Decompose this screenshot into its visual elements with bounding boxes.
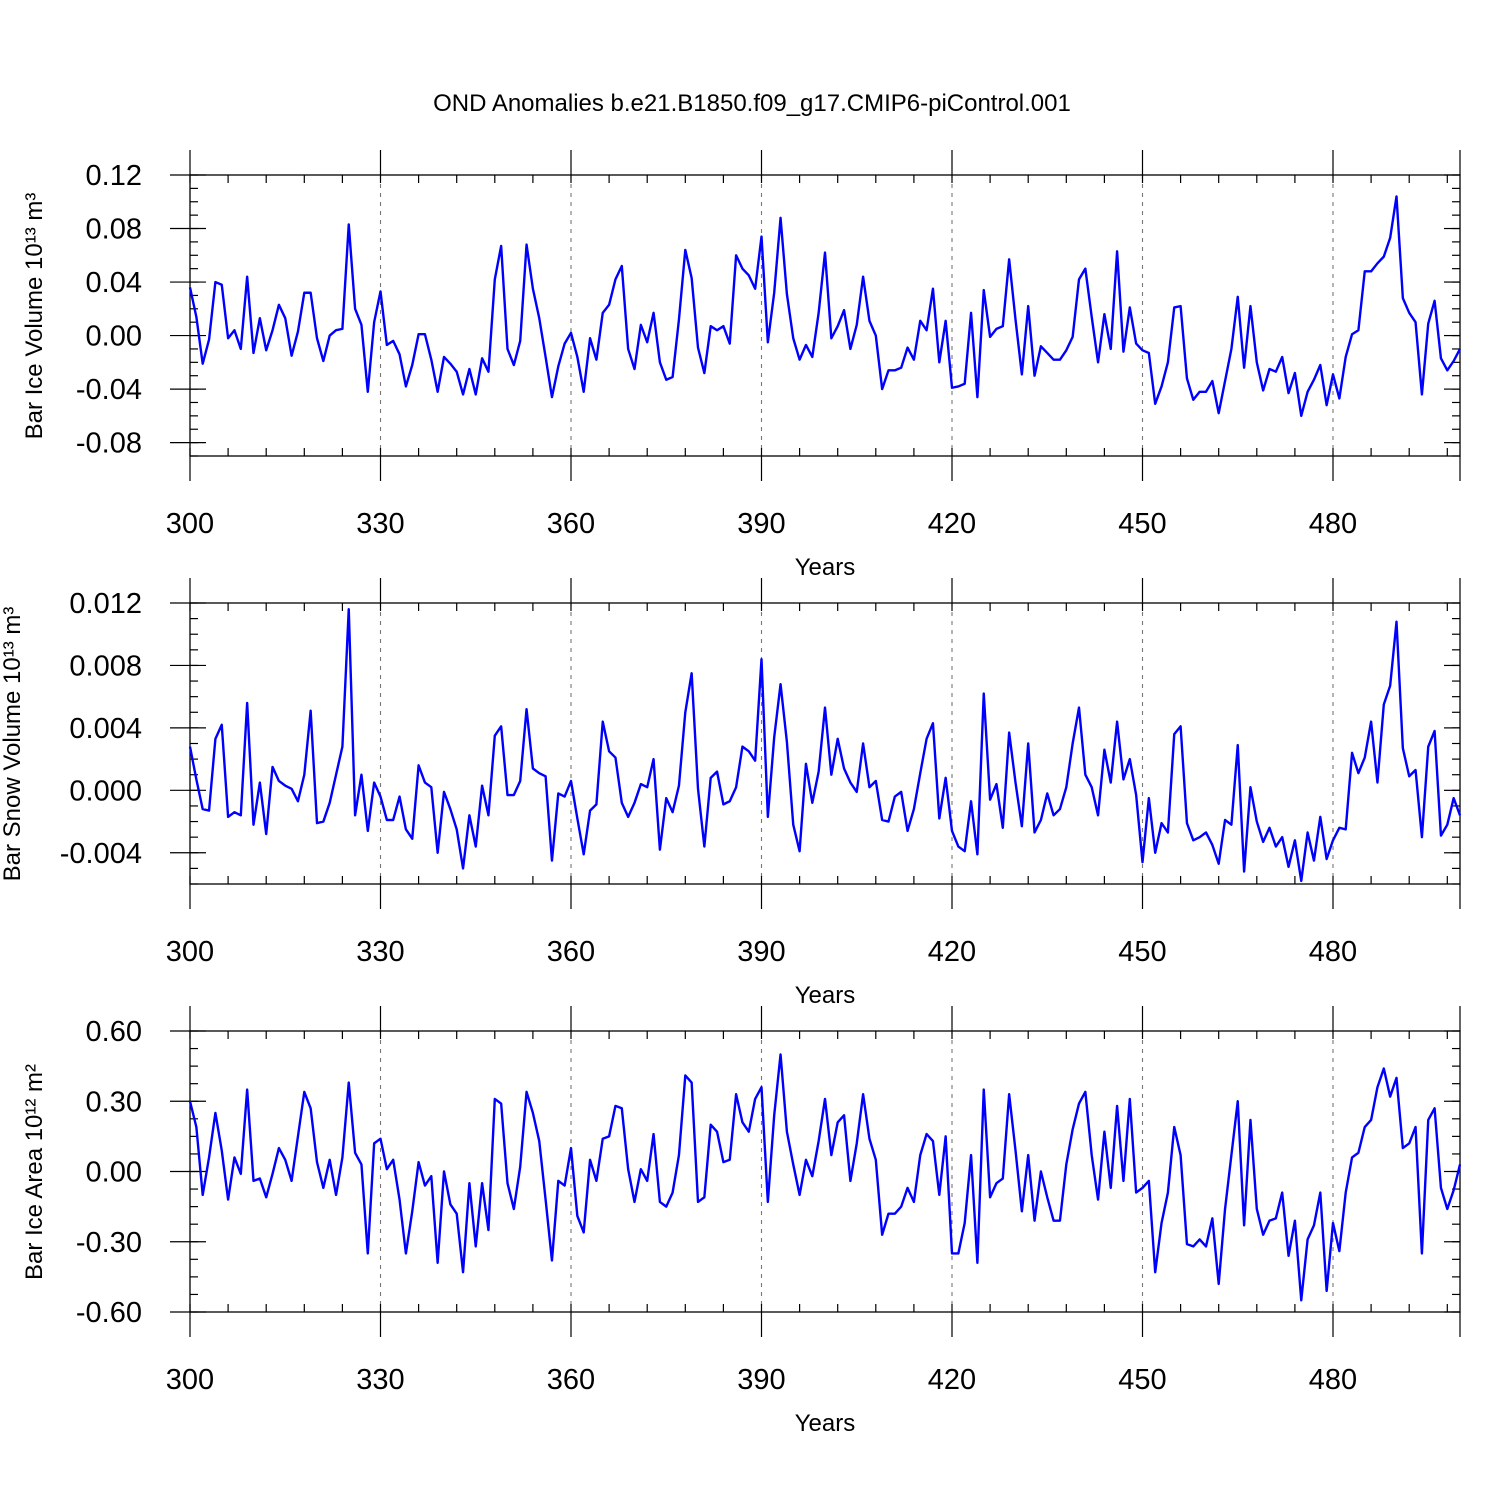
panel-ice-area-xtick-label: 360 [547, 1364, 595, 1396]
panel-snow-volume-xtick-label: 390 [737, 936, 785, 968]
panel-snow-volume-ytick-label: 0.004 [69, 713, 142, 745]
panel-snow-volume: Bar Snow Volume 10¹³ m³ Years -0.004 0.00… [0, 578, 1462, 1009]
panel-snow-volume-xtick-label: 420 [928, 936, 976, 968]
panel-snow-volume-xtick-label: 360 [547, 936, 595, 968]
panel-ice-area-ytick-label: 0.60 [86, 1016, 142, 1048]
panel-ice-area-ytick-label: -0.30 [76, 1227, 142, 1259]
panel-ice-volume-ytick-label: 0.12 [86, 160, 142, 192]
panel-snow-volume-xtick-label: 330 [356, 936, 404, 968]
panel-ice-area-xtick-label: 420 [928, 1364, 976, 1396]
panel-ice-area: Bar Ice Area 10¹² m² Years -0.60 -0.30 0.0… [21, 1006, 1462, 1437]
panel-snow-volume-frame [189, 602, 1461, 885]
panel-ice-volume-series-line [188, 195, 1462, 418]
panel-ice-area-xtick-label: 480 [1309, 1364, 1357, 1396]
panel-ice-volume-ylabel: Bar Ice Volume 10¹³ m³ [21, 193, 48, 440]
figure-title: OND Anomalies b.e21.B1850.f09_g17.CMIP6-… [433, 90, 1071, 117]
panel-ice-area-xtick-label: 330 [356, 1364, 404, 1396]
panel-snow-volume-series-line [188, 608, 1462, 883]
panel-ice-volume-xtick-label: 360 [547, 508, 595, 540]
panel-ice-volume-xtick-label: 480 [1309, 508, 1357, 540]
panel-ice-volume-ytick-label: 0.04 [86, 267, 142, 299]
panel-ice-volume-xlabel: Years [795, 554, 856, 581]
panel-ice-volume: Bar Ice Volume 10¹³ m³ Years -0.08 -0.04 0… [21, 150, 1462, 581]
panel-snow-volume-xlabel: Years [795, 982, 856, 1009]
panel-ice-volume-xtick-label: 300 [166, 508, 214, 540]
panel-snow-volume-ylabel: Bar Snow Volume 10¹³ m³ [0, 607, 26, 882]
panel-ice-volume-ytick-label: 0.08 [86, 214, 142, 246]
panel-ice-area-xtick-label: 450 [1118, 1364, 1166, 1396]
panel-ice-volume-frame [189, 174, 1461, 457]
panel-ice-area-ylabel: Bar Ice Area 10¹² m² [21, 1064, 48, 1280]
panel-snow-volume-ytick-label: -0.004 [60, 838, 142, 870]
panel-ice-area-frame [189, 1030, 1461, 1313]
panel-snow-volume-ytick-label: 0.012 [69, 588, 142, 620]
panel-ice-volume-xtick-label: 420 [928, 508, 976, 540]
panel-ice-volume-ytick-label: 0.00 [86, 321, 142, 353]
panel-ice-volume-ytick-label: -0.04 [76, 374, 142, 406]
panel-ice-volume-xtick-label: 390 [737, 508, 785, 540]
panel-ice-volume-ytick-label: -0.08 [76, 428, 142, 460]
panel-snow-volume-ytick-label: 0.000 [69, 775, 142, 807]
panel-ice-area-ytick-label: 0.30 [86, 1086, 142, 1118]
panel-snow-volume-xtick-label: 480 [1309, 936, 1357, 968]
panel-snow-volume-xtick-label: 300 [166, 936, 214, 968]
panel-ice-area-xtick-label: 300 [166, 1364, 214, 1396]
panel-snow-volume-xtick-label: 450 [1118, 936, 1166, 968]
panel-ice-area-series-line [188, 1053, 1462, 1302]
panel-ice-area-xlabel: Years [795, 1410, 856, 1437]
panel-ice-area-xtick-label: 390 [737, 1364, 785, 1396]
panel-ice-volume-xtick-label: 450 [1118, 508, 1166, 540]
panel-ice-area-ytick-label: 0.00 [86, 1157, 142, 1189]
panel-ice-volume-xtick-label: 330 [356, 508, 404, 540]
panel-ice-area-ytick-label: -0.60 [76, 1297, 142, 1329]
panel-snow-volume-ytick-label: 0.008 [69, 650, 142, 682]
